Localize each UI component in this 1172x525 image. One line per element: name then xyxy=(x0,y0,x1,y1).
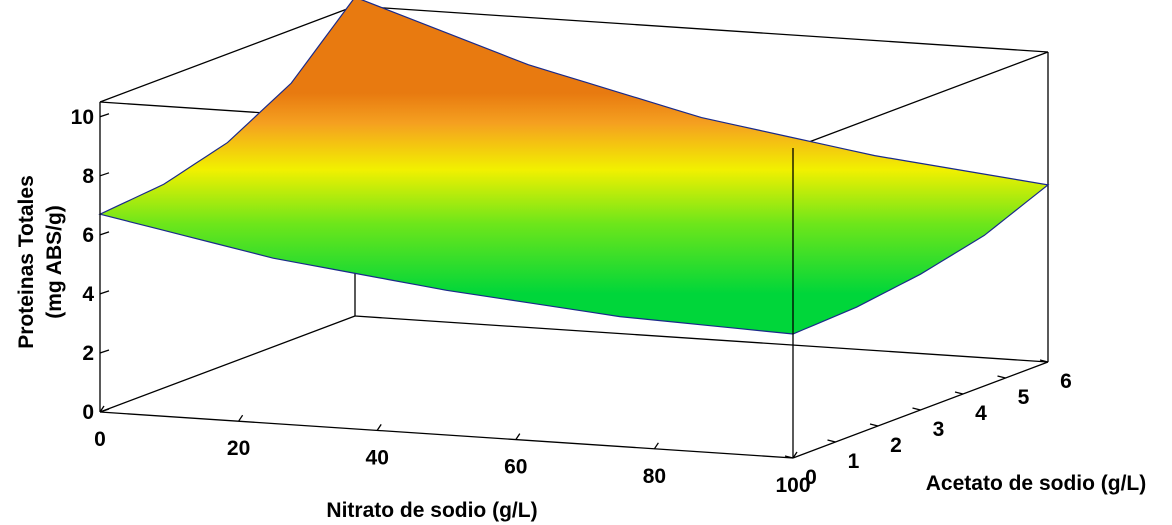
z-tick-label: 8 xyxy=(82,165,94,188)
y-tick-label: 2 xyxy=(890,434,902,457)
z-tick-mark xyxy=(99,231,110,236)
x-tick-mark xyxy=(376,424,382,431)
box-edge-back-top xyxy=(354,5,1049,53)
z-tick-mark xyxy=(99,290,110,295)
box-edge-left-bottom xyxy=(99,315,356,413)
y-axis-label: Acetato de sodio (g/L) xyxy=(926,472,1147,495)
y-tick-mark xyxy=(784,455,794,459)
x-tick-mark xyxy=(238,414,244,422)
y-tick-mark xyxy=(827,439,836,443)
y-tick-mark xyxy=(1039,359,1049,363)
y-tick-mark xyxy=(912,407,921,411)
y-tick-mark xyxy=(954,391,964,395)
y-tick-label: 3 xyxy=(933,418,945,441)
x-tick-label: 80 xyxy=(643,465,666,488)
x-tick-label: 100 xyxy=(775,474,810,497)
box-edge-right-top xyxy=(792,51,1049,149)
y-tick-mark xyxy=(869,423,879,427)
y-tick-label: 1 xyxy=(848,450,860,473)
z-tick-label: 2 xyxy=(82,342,94,365)
x-tick-label: 60 xyxy=(504,456,527,479)
y-tick-label: 5 xyxy=(1018,386,1030,409)
box-edge-left-top xyxy=(99,5,356,103)
z-tick-mark xyxy=(99,349,110,354)
y-tick-label: 6 xyxy=(1060,370,1072,393)
x-tick-label: 20 xyxy=(227,437,250,460)
z-axis-label-line1: Proteinas Totales xyxy=(15,175,38,349)
x-axis-label: Nitrato de sodio (g/L) xyxy=(326,499,537,522)
surface-patch xyxy=(98,0,1050,335)
z-tick-mark xyxy=(99,172,110,177)
z-tick-mark xyxy=(99,113,110,118)
z-tick-mark xyxy=(99,408,110,413)
box-edge-front-bottom xyxy=(99,411,794,459)
x-tick-mark xyxy=(515,433,521,440)
y-tick-label: 0 xyxy=(805,466,817,489)
x-tick-mark xyxy=(792,451,798,459)
x-tick-mark xyxy=(653,442,659,450)
x-tick-label: 40 xyxy=(366,446,389,469)
box-edge-back-bottom xyxy=(354,315,1049,363)
z-tick-label: 4 xyxy=(82,283,94,306)
z-tick-label: 6 xyxy=(82,224,94,247)
response-surface xyxy=(98,0,1050,335)
y-tick-mark xyxy=(997,375,1006,379)
z-axis-label-line2: (mg ABS/g) xyxy=(43,205,66,319)
y-tick-label: 4 xyxy=(975,402,987,425)
x-tick-label: 0 xyxy=(94,428,106,451)
z-tick-label: 0 xyxy=(82,401,94,424)
z-tick-label: 10 xyxy=(71,106,94,129)
x-tick-mark xyxy=(99,405,105,413)
